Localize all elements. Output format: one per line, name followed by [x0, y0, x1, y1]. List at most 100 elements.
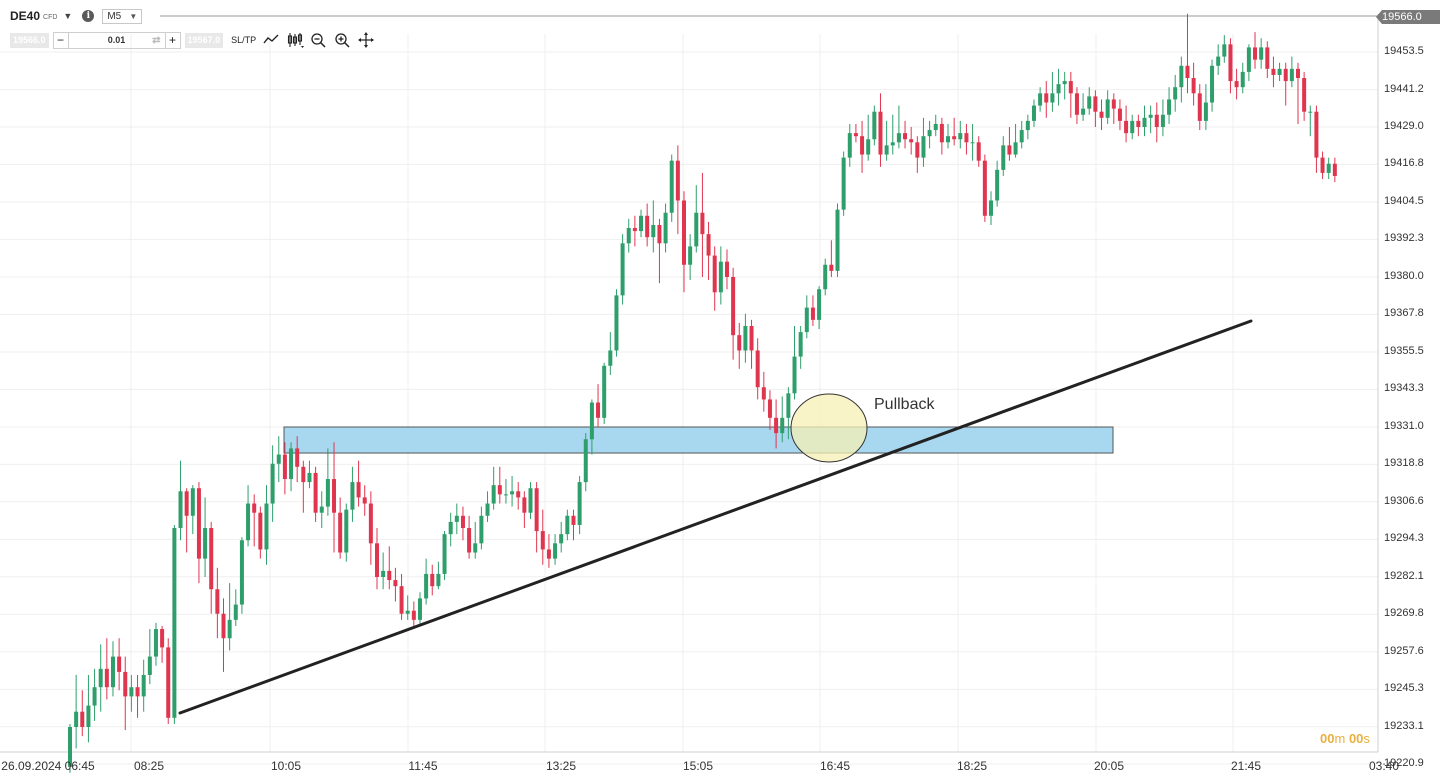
instrument-type-badge: CFD [43, 14, 58, 21]
y-axis-tick-label: 19294.3 [1384, 532, 1424, 545]
candle-body [301, 466, 306, 483]
candle-body [761, 387, 766, 400]
candle-body [933, 123, 938, 131]
candle-body [522, 497, 527, 513]
candle-body [117, 656, 122, 672]
y-axis-tick-label: 19355.5 [1384, 345, 1424, 357]
crosshair-icon[interactable] [358, 32, 376, 48]
candle-body [669, 160, 674, 213]
candle-body [583, 439, 588, 483]
candle-body [694, 212, 699, 247]
candle-body [767, 399, 772, 418]
candle-body [596, 402, 601, 418]
quantity-stepper[interactable]: − 0.01 ⇄ + [52, 31, 181, 49]
increase-quantity-button[interactable]: + [169, 32, 177, 47]
candle-body [792, 356, 797, 394]
x-axis-tick-label: 11:45 [408, 759, 438, 773]
candle-body [903, 133, 908, 140]
info-icon[interactable]: i [82, 10, 95, 22]
chevron-down-icon[interactable]: ▼ [63, 11, 73, 21]
timeframe-select[interactable]: M5 ▼ [102, 8, 143, 24]
header-bar: DE40 CFD ▼ i M5 ▼ [10, 6, 143, 26]
candle-body [982, 160, 987, 216]
candle-body [368, 503, 373, 544]
candle-body [399, 586, 404, 614]
candle-body [147, 656, 152, 675]
candle-body [614, 295, 619, 351]
candle-body [1216, 56, 1221, 66]
candlestick-icon[interactable] [286, 32, 305, 48]
candle-body [952, 136, 957, 140]
candle-body [946, 136, 951, 143]
candle-body [1185, 65, 1190, 79]
candle-body [657, 224, 662, 244]
zoom-out-icon[interactable] [310, 32, 328, 48]
candle-body [804, 307, 809, 333]
x-axis-tick-label: 16:45 [819, 759, 851, 773]
candle-body [1031, 105, 1036, 121]
candle-body [755, 350, 760, 388]
candle-body [645, 215, 650, 238]
candle-body [866, 139, 871, 155]
candle-body [608, 350, 613, 366]
candle-body [724, 261, 729, 277]
line-chart-icon[interactable] [262, 32, 280, 48]
candle-body [1320, 157, 1325, 173]
candle-body [639, 215, 644, 232]
y-axis-tick-label: 19306.6 [1384, 494, 1424, 507]
candle-body [221, 613, 226, 639]
candle-body [233, 604, 238, 620]
candle-body [252, 503, 257, 513]
candle-body [1203, 102, 1208, 121]
candle-body [1154, 114, 1159, 127]
candle-body [878, 111, 883, 155]
candle-body [1062, 81, 1067, 85]
candle-body [454, 515, 459, 522]
candle-body [104, 668, 109, 688]
sltp-button[interactable]: SL/TP [231, 35, 257, 45]
candle-body [1050, 93, 1055, 103]
candle-body [319, 506, 324, 513]
swap-icon[interactable]: ⇄ [152, 34, 161, 46]
candle-body [1246, 47, 1251, 72]
candle-body [1283, 68, 1288, 82]
chevron-down-icon: ▼ [129, 11, 138, 21]
candle-body [393, 580, 398, 587]
candle-body [338, 512, 343, 553]
candle-body [246, 503, 251, 541]
candle-body [270, 463, 275, 504]
quantity-value: 0.01 [107, 34, 126, 45]
candle-body [264, 503, 269, 550]
resistance-zone [283, 426, 1114, 454]
candle-body [700, 212, 705, 235]
candle-body [141, 674, 146, 697]
symbol-label[interactable]: DE40 [10, 9, 41, 23]
candle-body [823, 264, 828, 290]
candle-body [258, 512, 263, 550]
zoom-in-icon[interactable] [334, 32, 352, 48]
candle-body [1326, 163, 1331, 173]
quantity-input[interactable]: 0.01 ⇄ [67, 32, 166, 48]
candle-body [436, 573, 441, 587]
candle-body [448, 521, 453, 535]
candle-body [123, 671, 128, 697]
candle-body [196, 488, 201, 559]
candle-body [1001, 145, 1006, 170]
candle-body [939, 123, 944, 143]
candle-body [1130, 120, 1135, 134]
buy-price-button[interactable]: 19567.0 [184, 32, 224, 48]
candle-body [160, 629, 165, 648]
sell-price-button[interactable]: 19566.0 [10, 32, 49, 48]
decrease-quantity-button[interactable]: − [57, 32, 65, 47]
candle-body [1222, 44, 1227, 57]
y-axis-tick-label: 19282.1 [1384, 569, 1424, 582]
candle-body [835, 209, 840, 271]
candle-body [1240, 71, 1245, 88]
x-axis-tick-label: 03:40 [1368, 759, 1400, 773]
candle-body [153, 629, 158, 657]
candle-body [915, 142, 920, 158]
candle-body [184, 491, 189, 516]
x-axis-tick-label: 26.09.2024 06:45 [1, 759, 95, 773]
candle-body [405, 610, 410, 614]
